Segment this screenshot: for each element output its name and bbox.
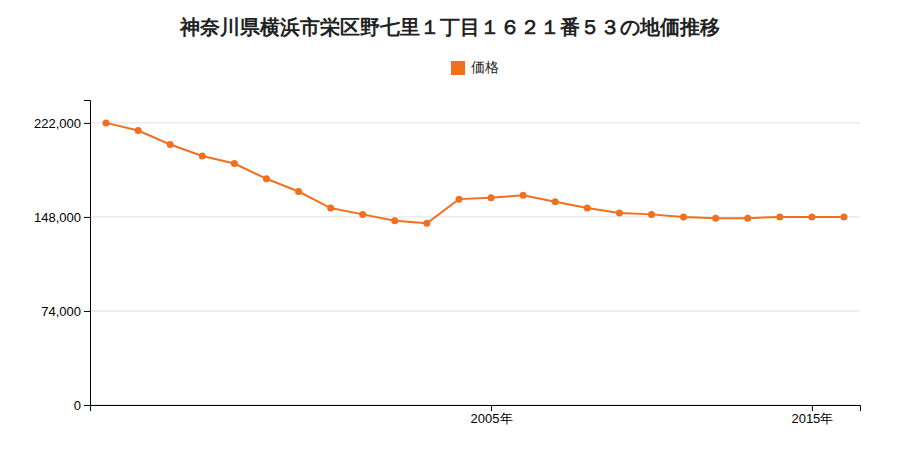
point: [359, 211, 366, 218]
point: [840, 213, 847, 220]
point: [680, 213, 687, 220]
point: [616, 210, 623, 217]
grid-line: [90, 122, 860, 123]
y-tick: 0: [74, 398, 90, 413]
point: [327, 205, 334, 212]
point: [423, 220, 430, 227]
point: [295, 188, 302, 195]
grid: [90, 123, 860, 405]
point: [808, 213, 815, 220]
x-axis: 2005年 2015年: [91, 405, 861, 426]
marks: [103, 119, 848, 226]
x-tick: 2005年: [471, 405, 513, 426]
point: [391, 217, 398, 224]
point: [552, 198, 559, 205]
y-tick-label: 148,000: [34, 210, 81, 225]
point: [744, 215, 751, 222]
x-axis-line: [91, 406, 861, 412]
legend-item: 価格: [451, 59, 499, 75]
point: [199, 152, 206, 159]
point: [263, 175, 270, 182]
point: [520, 192, 527, 199]
point: [712, 215, 719, 222]
point: [776, 213, 783, 220]
y-tick-label: 74,000: [41, 304, 81, 319]
y-tick: 74,000: [41, 304, 90, 319]
chart: 神奈川県横浜市栄区野七里１丁目１６２１番５３の地価推移 2005年 2015年 0 74…: [0, 0, 900, 450]
y-tick-label: 222,000: [34, 116, 81, 131]
legend: 価格: [451, 59, 499, 75]
y-axis: 0 74,000 148,000 222,000: [34, 101, 91, 413]
legend-label: 価格: [471, 59, 499, 75]
legend-swatch: [451, 61, 465, 75]
point: [488, 194, 495, 201]
point: [648, 211, 655, 218]
y-tick-mark: [84, 123, 90, 124]
x-tick-mark: [491, 405, 492, 411]
line: [106, 123, 844, 223]
point: [584, 205, 591, 212]
y-tick-mark: [84, 217, 90, 218]
point: [135, 127, 142, 134]
plot: 2005年 2015年 0 74,000 148,000 222,000: [34, 101, 861, 427]
y-tick-label: 0: [74, 398, 81, 413]
y-tick: 222,000: [34, 116, 90, 131]
y-tick-mark: [84, 311, 90, 312]
point: [455, 196, 462, 203]
title: 神奈川県横浜市栄区野七里１丁目１６２１番５３の地価推移: [179, 15, 720, 39]
point: [167, 141, 174, 148]
point: [231, 160, 238, 167]
point: [103, 119, 110, 126]
grid-line: [90, 310, 860, 311]
y-tick-mark: [84, 405, 90, 406]
x-tick-mark: [812, 405, 813, 411]
x-tick-label: 2015年: [791, 411, 833, 426]
y-axis-line: [84, 101, 91, 406]
x-tick: 2015年: [791, 405, 833, 426]
x-tick-label: 2005年: [471, 411, 513, 426]
y-tick: 148,000: [34, 210, 90, 225]
